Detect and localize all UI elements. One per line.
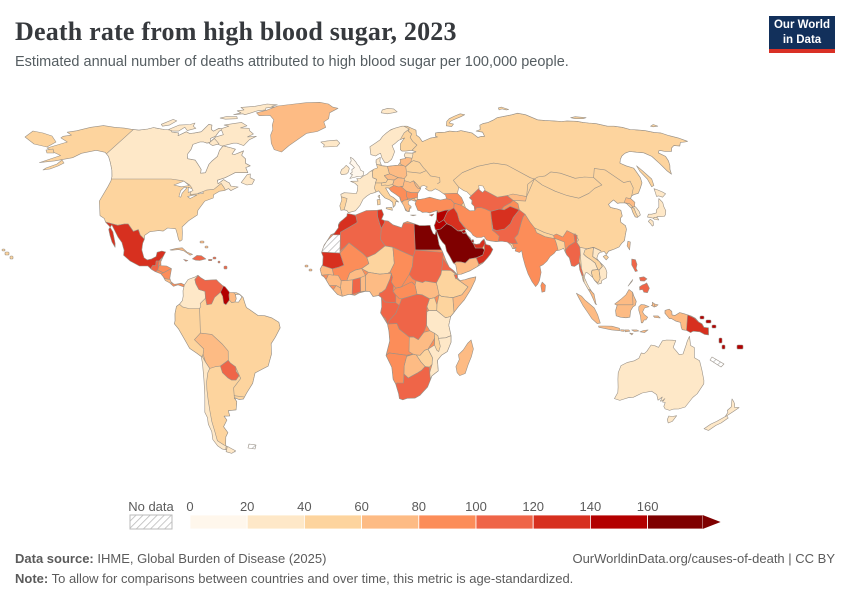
- svg-text:40: 40: [297, 499, 311, 514]
- svg-text:20: 20: [240, 499, 254, 514]
- svg-text:100: 100: [465, 499, 487, 514]
- svg-text:60: 60: [354, 499, 368, 514]
- svg-text:140: 140: [580, 499, 602, 514]
- svg-text:No data: No data: [128, 499, 174, 514]
- svg-text:0: 0: [186, 499, 193, 514]
- svg-text:160: 160: [637, 499, 659, 514]
- svg-text:120: 120: [522, 499, 544, 514]
- svg-text:80: 80: [412, 499, 426, 514]
